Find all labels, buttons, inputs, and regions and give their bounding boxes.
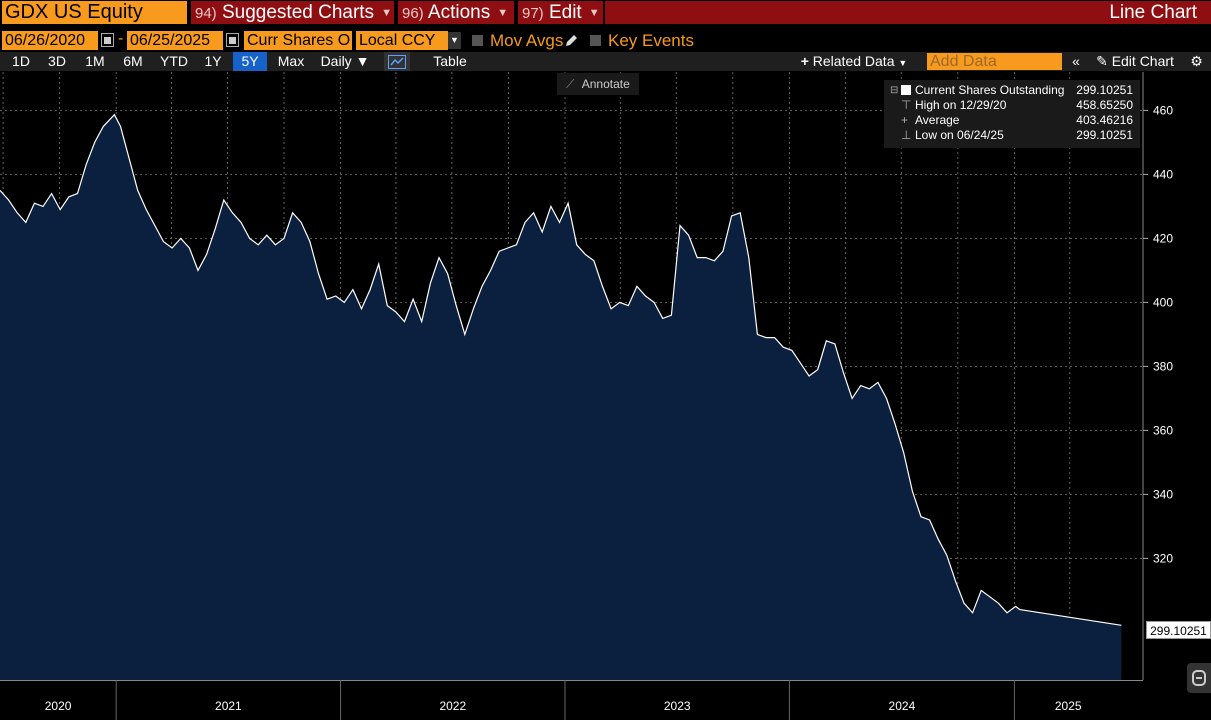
mov-avgs-label: Mov Avgs xyxy=(490,31,564,50)
calendar-icon[interactable] xyxy=(101,33,114,47)
date-separator: - xyxy=(118,30,124,47)
range-5y[interactable]: 5Y xyxy=(233,52,267,71)
y-tick-label: 400 xyxy=(1153,295,1173,309)
legend-row[interactable]: ⊟ Current Shares Outstanding 299.10251 xyxy=(884,83,1140,98)
key-events-checkbox[interactable] xyxy=(590,35,601,46)
range-ytd[interactable]: YTD xyxy=(160,53,188,69)
x-tick-label: 2025 xyxy=(1055,699,1082,713)
annotate-button[interactable]: ⟋ Annotate xyxy=(557,73,639,95)
menu-label: Actions xyxy=(427,2,491,23)
y-tick-label: 340 xyxy=(1153,487,1173,501)
caret-down-icon: ▼ xyxy=(898,58,908,68)
y-axis: 320 340 360 380 400 420 440 460 xyxy=(1142,72,1173,680)
range-1m[interactable]: 1M xyxy=(85,53,105,69)
x-tick-label: 2021 xyxy=(215,699,242,713)
legend-value: 458.65250 xyxy=(1076,98,1133,112)
x-tick-label: 2020 xyxy=(45,699,72,713)
y-tick-label: 360 xyxy=(1153,423,1173,437)
chart-type-title: Line Chart xyxy=(605,1,1211,24)
related-data-button[interactable]: + Related Data ▼ xyxy=(792,52,916,71)
menu-label: Edit xyxy=(548,2,582,23)
x-tick-label: 2022 xyxy=(439,699,466,713)
y-tick-label: 320 xyxy=(1153,551,1173,565)
gear-icon[interactable]: ⚙ xyxy=(1190,53,1203,69)
legend-row: ⊤ High on 12/29/20 458.65250 xyxy=(884,98,1140,113)
legend-row: + Average 403.46216 xyxy=(884,113,1140,128)
pencil-icon: ✎ xyxy=(1096,53,1108,69)
series-swatch xyxy=(901,85,911,95)
high-marker-icon: ⊤ xyxy=(901,98,912,112)
x-axis: 2020 2021 2022 2023 2024 2025 xyxy=(0,680,1211,720)
actions-menu[interactable]: 96) Actions ▼ xyxy=(398,1,514,24)
collapse-left-icon[interactable]: « xyxy=(1072,53,1080,69)
caret-down-icon: ▼ xyxy=(497,7,509,19)
menu-label: Suggested Charts xyxy=(221,2,375,23)
legend-label: High on 12/29/20 xyxy=(915,98,1007,112)
calendar-icon[interactable] xyxy=(226,33,239,47)
line-chart-icon xyxy=(388,55,406,69)
table-button[interactable]: Table xyxy=(433,53,467,69)
y-tick-label: 420 xyxy=(1153,231,1173,245)
legend-panel: ⊟ Current Shares Outstanding 299.10251 ⊤… xyxy=(884,80,1140,148)
chart-type-button[interactable] xyxy=(384,52,410,71)
add-data-input[interactable]: Add Data xyxy=(927,53,1062,70)
related-data-label: Related Data xyxy=(812,53,895,69)
legend-value: 299.10251 xyxy=(1076,83,1133,97)
menu-number: 94) xyxy=(195,5,217,22)
menu-number: 97) xyxy=(522,5,544,22)
annotate-label: Annotate xyxy=(581,77,630,91)
legend-label: Average xyxy=(915,113,960,127)
y-tick-label: 440 xyxy=(1153,167,1173,181)
side-panel-tab[interactable] xyxy=(1187,663,1211,693)
currency-selector[interactable]: Local CCY xyxy=(356,31,448,50)
toolbar xyxy=(0,52,1211,71)
average-marker-icon: + xyxy=(901,113,909,127)
series-line xyxy=(0,113,1122,626)
panel-icon xyxy=(1192,670,1206,686)
x-axis-band xyxy=(0,680,1211,720)
start-date-field[interactable]: 06/26/2020 xyxy=(2,31,98,50)
suggested-charts-menu[interactable]: 94) Suggested Charts ▼ xyxy=(191,1,394,24)
pencil-icon[interactable] xyxy=(564,34,578,48)
legend-row: ⊥ Low on 06/24/25 299.10251 xyxy=(884,128,1140,143)
range-max[interactable]: Max xyxy=(277,53,305,69)
legend-value: 299.10251 xyxy=(1076,128,1133,142)
end-date-field[interactable]: 06/25/2025 xyxy=(127,31,223,50)
command-bar: GDX US Equity 94) Suggested Charts ▼ 96) … xyxy=(0,0,1211,26)
pencil-icon: ⟋ xyxy=(566,77,575,91)
menu-number: 96) xyxy=(402,5,424,22)
chevron-down-icon[interactable]: ▼ xyxy=(448,32,461,49)
tree-icon: ⊟ xyxy=(890,85,899,96)
key-events-label: Key Events xyxy=(608,31,694,50)
last-value-tag: 299.10251 xyxy=(1146,621,1211,639)
y-tick-label: 460 xyxy=(1153,103,1173,117)
x-tick-label: 2024 xyxy=(889,699,916,713)
range-3d[interactable]: 3D xyxy=(48,53,66,69)
edit-menu[interactable]: 97) Edit ▼ xyxy=(518,1,603,24)
y-tick-label: 380 xyxy=(1153,359,1173,373)
range-6m[interactable]: 6M xyxy=(123,53,143,69)
low-marker-icon: ⊥ xyxy=(901,128,912,142)
data-field-selector[interactable]: Curr Shares O xyxy=(244,31,352,50)
range-1d[interactable]: 1D xyxy=(12,53,30,69)
area-fill xyxy=(0,114,1122,680)
caret-down-icon: ▼ xyxy=(588,7,600,19)
frequency-dropdown[interactable]: Daily ▼ xyxy=(320,53,370,69)
x-tick-label: 2023 xyxy=(664,699,691,713)
caret-down-icon: ▼ xyxy=(381,7,392,19)
ticker-field[interactable]: GDX US Equity xyxy=(2,1,187,24)
edit-chart-label: Edit Chart xyxy=(1111,53,1174,69)
legend-value: 403.46216 xyxy=(1076,113,1133,127)
edit-chart-button[interactable]: ✎ Edit Chart xyxy=(1088,52,1182,71)
plus-icon: + xyxy=(800,53,809,69)
legend-label: Current Shares Outstanding xyxy=(915,83,1065,97)
legend-label: Low on 06/24/25 xyxy=(915,128,1004,142)
range-1y[interactable]: 1Y xyxy=(204,53,222,69)
mov-avgs-checkbox[interactable] xyxy=(472,35,483,46)
